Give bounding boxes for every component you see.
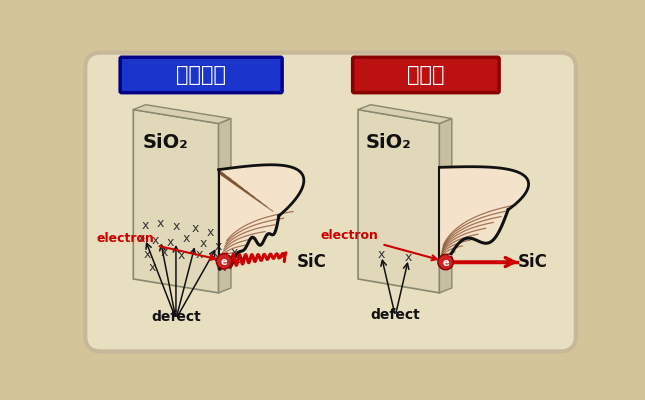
Text: x: x xyxy=(152,234,159,247)
Text: x: x xyxy=(230,246,238,258)
Text: x: x xyxy=(199,237,207,250)
Text: electron: electron xyxy=(321,229,437,260)
Polygon shape xyxy=(219,165,304,269)
Text: ⁻: ⁻ xyxy=(448,253,453,263)
Text: 従来構造: 従来構造 xyxy=(175,65,226,85)
Text: x: x xyxy=(207,226,215,239)
FancyBboxPatch shape xyxy=(120,57,282,93)
Text: x: x xyxy=(192,222,199,236)
Text: x: x xyxy=(215,240,223,253)
Text: x: x xyxy=(157,217,164,230)
Text: SiC: SiC xyxy=(518,254,548,272)
Text: x: x xyxy=(195,248,203,261)
Text: x: x xyxy=(213,251,221,264)
Circle shape xyxy=(216,254,232,269)
Text: x: x xyxy=(172,220,180,233)
Circle shape xyxy=(438,254,453,270)
Text: e: e xyxy=(221,257,227,267)
Text: x: x xyxy=(183,232,190,246)
Polygon shape xyxy=(439,167,499,264)
Polygon shape xyxy=(134,105,231,124)
Text: ⁻: ⁻ xyxy=(226,252,231,262)
Text: electron: electron xyxy=(96,232,215,260)
Text: x: x xyxy=(177,250,185,262)
Text: x: x xyxy=(405,251,412,264)
Text: x: x xyxy=(144,248,151,261)
Polygon shape xyxy=(219,118,231,293)
Polygon shape xyxy=(439,167,469,264)
Polygon shape xyxy=(439,167,454,264)
Text: x: x xyxy=(137,232,144,246)
Text: x: x xyxy=(219,261,226,274)
Polygon shape xyxy=(219,168,247,266)
Text: x: x xyxy=(149,261,156,274)
Polygon shape xyxy=(219,167,261,267)
FancyBboxPatch shape xyxy=(353,57,499,93)
Text: SiO₂: SiO₂ xyxy=(366,133,412,152)
FancyBboxPatch shape xyxy=(85,53,576,351)
Text: SiO₂: SiO₂ xyxy=(143,133,188,152)
Polygon shape xyxy=(358,110,439,293)
Text: x: x xyxy=(167,236,174,248)
Text: x: x xyxy=(141,218,148,232)
Polygon shape xyxy=(219,166,275,268)
Text: x: x xyxy=(238,253,246,266)
Polygon shape xyxy=(439,167,484,264)
Text: SiC: SiC xyxy=(297,254,327,272)
Polygon shape xyxy=(219,166,290,269)
Text: x: x xyxy=(377,248,385,261)
Text: e: e xyxy=(442,258,449,268)
Text: x: x xyxy=(161,246,168,258)
Polygon shape xyxy=(439,118,452,293)
Text: defect: defect xyxy=(370,308,420,322)
Text: defect: defect xyxy=(151,310,201,324)
Text: 新構造: 新構造 xyxy=(407,65,444,85)
Polygon shape xyxy=(439,167,528,264)
Polygon shape xyxy=(219,169,233,266)
Polygon shape xyxy=(439,167,513,264)
Polygon shape xyxy=(134,110,219,293)
Polygon shape xyxy=(358,105,452,124)
